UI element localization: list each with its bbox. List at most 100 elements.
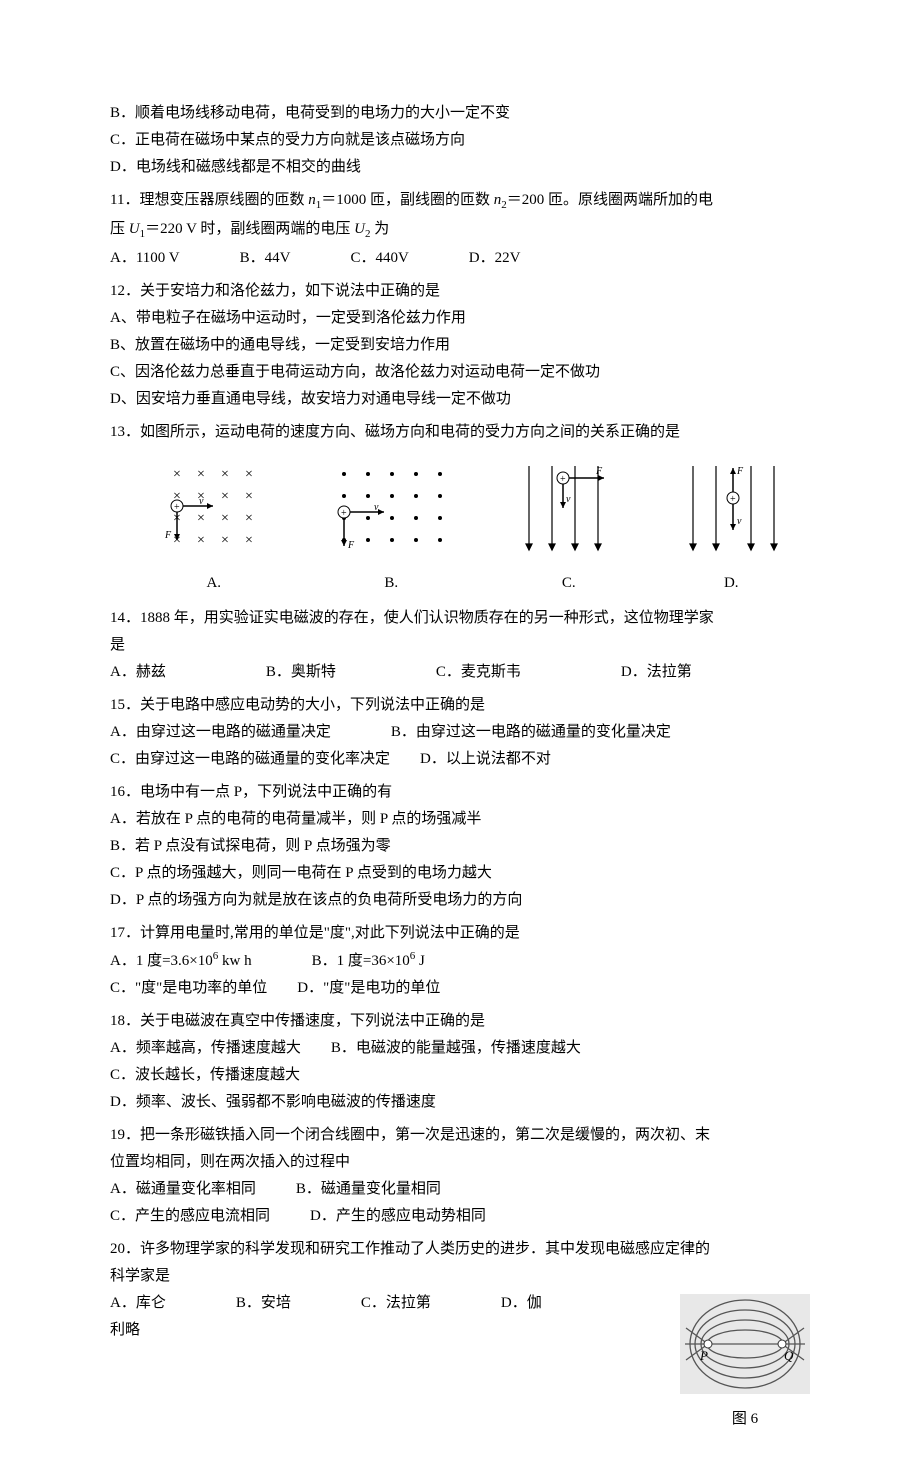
q17-a-post: kw h (218, 953, 251, 969)
svg-text:v: v (566, 494, 571, 505)
q11-text-b1: 压 (110, 221, 129, 237)
q13-diagram-c: + F v C. (514, 458, 624, 597)
q15-opt-c: C．由穿过这一电路的磁通量的变化率决定 (110, 746, 390, 773)
q17-opt-c: C．"度"是电功率的单位 (110, 975, 267, 1002)
diagram-c-svg: + F v (514, 458, 624, 558)
svg-text:×: × (221, 467, 229, 482)
q20-opt-a: A．库仑 (110, 1290, 166, 1317)
svg-text:v: v (199, 496, 204, 507)
svg-text:v: v (374, 502, 379, 513)
q13-label-c: C. (514, 570, 624, 597)
q20-opt-d: D．伽 (501, 1290, 542, 1317)
q11-opt-b: B．44V (240, 245, 291, 272)
svg-text:F: F (164, 530, 172, 541)
q16-opt-a: A．若放在 P 点的电荷的电荷量减半，则 P 点的场强减半 (110, 806, 810, 833)
diagram-b-svg: + v F (326, 458, 456, 558)
q11-opt-a: A．1100 V (110, 245, 180, 272)
q15-opt-b: B．由穿过这一电路的磁通量的变化量决定 (391, 719, 671, 746)
q10-opt-b: B．顺着电场线移动电荷，电荷受到的电场力的大小一定不变 (110, 100, 810, 127)
q11-options: A．1100 V B．44V C．440V D．22V (110, 245, 810, 272)
q20-opt-b: B．安培 (236, 1290, 291, 1317)
q15-row2: C．由穿过这一电路的磁通量的变化率决定 D．以上说法都不对 (110, 746, 810, 773)
diagram-a-svg: ×××× ×××× ×××× ×××× + v F (159, 458, 269, 558)
q19-opt-a: A．磁通量变化率相同 (110, 1176, 256, 1203)
q16-opt-d: D．P 点的场强方向为就是放在该点的负电荷所受电场力的方向 (110, 887, 810, 914)
svg-text:+: + (560, 474, 566, 485)
q17-b-post: J (415, 953, 425, 969)
q13-label-d: D. (681, 570, 781, 597)
q19-stem1: 19．把一条形磁铁插入同一个闭合线圈中，第一次是迅速的，第二次是缓慢的，两次初、… (110, 1122, 810, 1149)
q11-opt-d: D．22V (469, 245, 521, 272)
q14-opt-c: C．麦克斯韦 (436, 659, 521, 686)
q16-opt-b: B．若 P 点没有试探电荷，则 P 点场强为零 (110, 833, 810, 860)
q11-n1: n (308, 192, 316, 208)
q20-stem2: 科学家是 (110, 1263, 810, 1290)
q12-stem: 12．关于安培力和洛伦兹力，如下说法中正确的是 (110, 278, 810, 305)
q12-opt-c: C、因洛伦兹力总垂直于电荷运动方向，故洛伦兹力对运动电荷一定不做功 (110, 359, 810, 386)
q20-opt-c: C．法拉第 (361, 1290, 431, 1317)
q13-label-b: B. (326, 570, 456, 597)
svg-text:×: × (245, 533, 253, 548)
q13-label-a: A. (159, 570, 269, 597)
q11-stem-line1: 11．理想变压器原线圈的匝数 n1＝1000 匝，副线圈的匝数 n2＝200 匝… (110, 187, 810, 216)
q18-stem: 18．关于电磁波在真空中传播速度，下列说法中正确的是 (110, 1008, 810, 1035)
q17-a-pre: A．1 度=3.6×10 (110, 953, 213, 969)
figure-6-svg: P Q (680, 1294, 810, 1394)
svg-text:v: v (737, 516, 742, 527)
q14-opt-b: B．奥斯特 (266, 659, 336, 686)
q11-u2: U (354, 221, 365, 237)
q14-options: A．赫兹 B．奥斯特 C．麦克斯韦 D．法拉第 (110, 659, 810, 686)
svg-text:P: P (699, 1348, 708, 1363)
svg-text:×: × (173, 467, 181, 482)
q12-opt-b: B、放置在磁场中的通电导线，一定受到安培力作用 (110, 332, 810, 359)
q19-opt-d: D．产生的感应电动势相同 (310, 1203, 486, 1230)
q15-opt-a: A．由穿过这一电路的磁通量决定 (110, 719, 331, 746)
q17-row1: A．1 度=3.6×106 kw h B．1 度=36×106 J (110, 947, 810, 975)
q20-stem1: 20．许多物理学家的科学发现和研究工作推动了人类历史的进步．其中发现电磁感应定律… (110, 1236, 810, 1263)
svg-text:×: × (197, 533, 205, 548)
q19-opt-b: B．磁通量变化量相同 (296, 1176, 441, 1203)
svg-text:×: × (221, 489, 229, 504)
q18-opt-b: B．电磁波的能量越强，传播速度越大 (331, 1035, 581, 1062)
q17-opt-d: D．"度"是电功的单位 (297, 975, 440, 1002)
q19-opt-c: C．产生的感应电流相同 (110, 1203, 270, 1230)
q14-opt-d: D．法拉第 (621, 659, 692, 686)
diagram-d-svg: F + v (681, 458, 781, 558)
q11-text-2: ＝1000 匝，副线圈的匝数 (321, 192, 494, 208)
q13-diagrams: ×××× ×××× ×××× ×××× + v F A. (130, 458, 810, 597)
q20-row1: A．库仑 B．安培 C．法拉第 D．伽 (110, 1290, 670, 1317)
svg-text:×: × (245, 489, 253, 504)
figure-6: P Q 图 6 (680, 1294, 810, 1433)
q11-u1: U (129, 221, 140, 237)
svg-text:×: × (221, 511, 229, 526)
q14-opt-a: A．赫兹 (110, 659, 166, 686)
q11-text-b3: 为 (371, 221, 390, 237)
q13-diagram-d: F + v D. (681, 458, 781, 597)
q18-opt-a: A．频率越高，传播速度越大 (110, 1035, 301, 1062)
q18-opt-c: C．波长越长，传播速度越大 (110, 1062, 810, 1089)
svg-text:F: F (347, 540, 355, 551)
q11-text-3: ＝200 匝。原线圈两端所加的电 (507, 192, 713, 208)
q16-stem: 16．电场中有一点 P，下列说法中正确的有 (110, 779, 810, 806)
q17-stem: 17．计算用电量时,常用的单位是"度",对此下列说法中正确的是 (110, 920, 810, 947)
svg-text:×: × (197, 467, 205, 482)
figure-6-label: 图 6 (680, 1406, 810, 1433)
svg-text:F: F (595, 466, 603, 477)
q11-stem-line2: 压 U1＝220 V 时，副线圈两端的电压 U2 为 (110, 216, 810, 245)
q14-stem2: 是 (110, 632, 810, 659)
q13-diagram-b: + v F B. (326, 458, 456, 597)
svg-text:+: + (341, 508, 347, 519)
q12-opt-d: D、因安培力垂直通电导线，故安培力对通电导线一定不做功 (110, 386, 810, 413)
svg-text:+: + (174, 502, 180, 513)
q15-stem: 15．关于电路中感应电动势的大小，下列说法中正确的是 (110, 692, 810, 719)
q14-stem1: 14．1888 年，用实验证实电磁波的存在，使人们认识物质存在的另一种形式，这位… (110, 605, 810, 632)
svg-text:F: F (736, 466, 744, 477)
svg-text:×: × (245, 467, 253, 482)
q11-opt-c: C．440V (350, 245, 408, 272)
q13-stem: 13．如图所示，运动电荷的速度方向、磁场方向和电荷的受力方向之间的关系正确的是 (110, 419, 810, 446)
q13-diagram-a: ×××× ×××× ×××× ×××× + v F A. (159, 458, 269, 597)
svg-text:×: × (221, 533, 229, 548)
q10-opt-d: D．电场线和磁感线都是不相交的曲线 (110, 154, 810, 181)
q17-opt-a: A．1 度=3.6×106 kw h (110, 947, 252, 975)
q17-opt-b: B．1 度=36×106 J (312, 947, 425, 975)
